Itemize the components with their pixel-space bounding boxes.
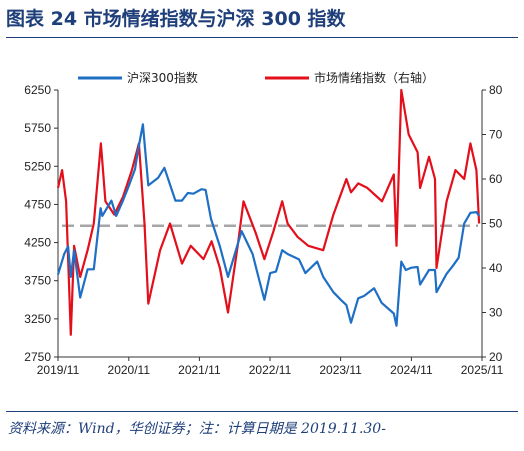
left-tick-label: 4250 xyxy=(24,236,51,250)
x-tick-label: 2023/11 xyxy=(319,363,362,377)
right-tick-label: 30 xyxy=(489,306,503,320)
series-line-sentiment xyxy=(56,88,481,336)
right-tick-label: 70 xyxy=(489,128,503,142)
x-tick-label: 2024/11 xyxy=(390,363,433,377)
right-tick-label: 20 xyxy=(489,350,503,364)
x-tick-label: 2021/11 xyxy=(178,363,221,377)
title-divider xyxy=(6,37,518,38)
left-tick-label: 4750 xyxy=(24,197,51,211)
right-tick-label: 60 xyxy=(489,172,503,186)
left-tick-label: 6250 xyxy=(24,83,51,97)
figure-title: 图表 24 市场情绪指数与沪深 300 指数 xyxy=(6,8,346,30)
x-tick-label: 2020/11 xyxy=(108,363,151,377)
source-note: 资料来源：Wind，华创证券；注：计算日期是 2019.11.30- xyxy=(8,421,386,437)
legend-label: 沪深300指数 xyxy=(127,70,198,85)
source-divider xyxy=(6,411,518,412)
series-line-csi300 xyxy=(56,123,480,327)
right-tick-label: 40 xyxy=(489,261,503,275)
right-tick-label: 50 xyxy=(489,217,503,231)
right-tick-label: 80 xyxy=(489,83,503,97)
x-tick-label: 2025/11 xyxy=(461,363,504,377)
left-tick-label: 3250 xyxy=(24,312,51,326)
x-tick-label: 2019/11 xyxy=(37,363,80,377)
left-tick-label: 2750 xyxy=(24,350,51,364)
left-tick-label: 5250 xyxy=(24,159,51,173)
legend-label: 市场情绪指数（右轴） xyxy=(314,70,434,85)
x-tick-label: 2022/11 xyxy=(249,363,292,377)
left-tick-label: 5750 xyxy=(24,121,51,135)
left-tick-label: 3750 xyxy=(24,274,51,288)
